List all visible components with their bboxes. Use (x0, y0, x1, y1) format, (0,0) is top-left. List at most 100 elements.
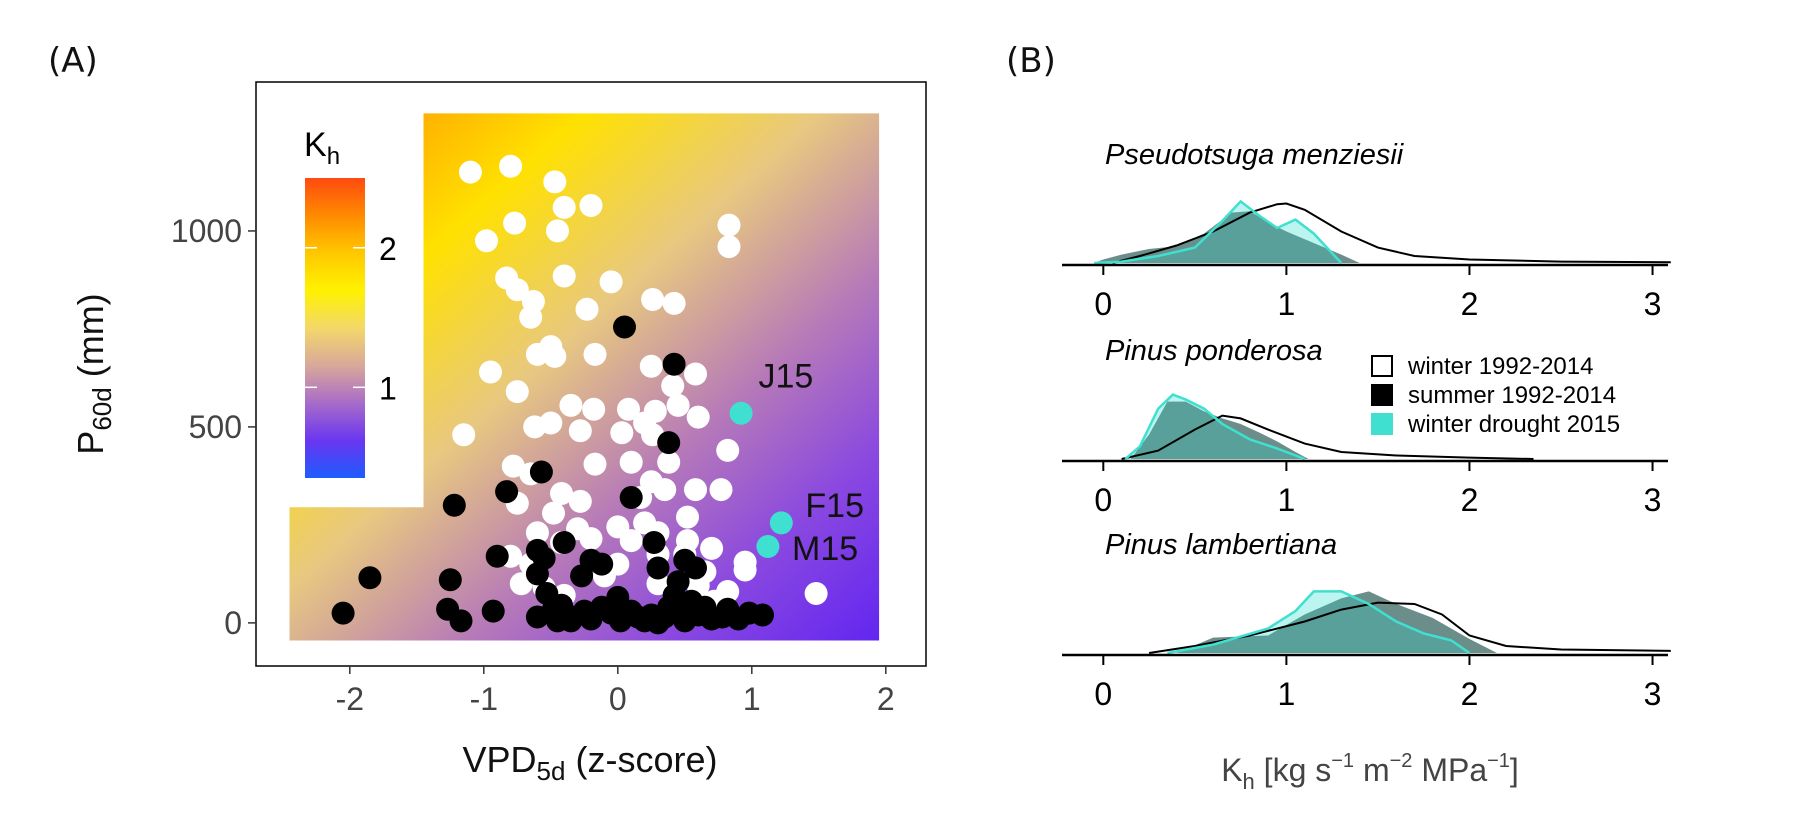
colorbar-title: Kh (304, 126, 340, 170)
x-tick-label: 1 (1277, 676, 1295, 712)
scatter-point (642, 531, 666, 554)
scatter-point (485, 544, 509, 568)
series-2 (729, 401, 793, 558)
scatter-point (452, 423, 476, 447)
scatter-point (662, 352, 686, 376)
scatter-point (479, 360, 502, 384)
x-tick-label: -2 (336, 681, 364, 717)
x-tick-label: 2 (1461, 676, 1479, 712)
scatter-point (442, 493, 466, 517)
colorbar-gradient (305, 178, 365, 478)
colorbar-tick-label: 2 (379, 231, 397, 267)
x-tick-label: 2 (1461, 286, 1479, 322)
scatter-point (568, 489, 592, 513)
panel-label-a: (A) (48, 41, 98, 81)
drought-density-fill (1094, 201, 1342, 263)
species-name: Pseudotsuga menziesii (1105, 139, 1405, 171)
y-tick-label: 500 (189, 409, 242, 445)
y-tick-label: 1000 (171, 213, 242, 249)
scatter-point (619, 486, 643, 509)
scatter-point (676, 505, 699, 529)
scatter-point (709, 478, 733, 502)
scatter-point (543, 344, 567, 368)
scatter-point (610, 421, 634, 445)
panel-label-b: (B) (1006, 41, 1056, 81)
scatter-point (657, 450, 681, 474)
scatter-point (686, 405, 710, 429)
scatter-point (684, 362, 707, 386)
scatter-point (503, 211, 527, 235)
scatter-point (617, 397, 640, 421)
scatter-point (579, 194, 603, 217)
colorbar-tick-label: 1 (379, 370, 397, 406)
scatter-point (700, 536, 724, 560)
scatter-point (546, 219, 569, 243)
scatter-point (769, 511, 793, 535)
scatter-point (519, 305, 543, 329)
scatter-point (458, 160, 482, 184)
scatter-point (662, 291, 686, 315)
y-axis-title: P60d (mm) (70, 293, 117, 454)
drought-density-line (1094, 199, 1343, 265)
x-tick-label: 1 (1277, 482, 1295, 518)
scatter-point (575, 297, 599, 321)
density-ridges-panel: Pseudotsuga menziesii 0 1 2 3 Pinus ponderosa… (1062, 139, 1671, 712)
species-ridge-2: Pinus lambertiana 0 1 2 3 (1062, 529, 1671, 712)
legend-label: winter 1992-2014 (1407, 353, 1593, 380)
scatter-point (501, 454, 525, 478)
scatter-point (716, 438, 740, 462)
winter-density-line (1112, 202, 1671, 264)
x-tick-label: 0 (1094, 286, 1112, 322)
scatter-point (583, 452, 607, 476)
x-tick-label: -1 (470, 681, 498, 717)
summer-density (1176, 591, 1497, 653)
legend-swatch (1371, 355, 1393, 377)
x-tick-label: 0 (1094, 676, 1112, 712)
x-axis: -2 -1 0 1 2 (336, 666, 895, 717)
scatter-point (499, 154, 523, 178)
scatter-point (590, 552, 614, 576)
drought-density-line (1124, 393, 1306, 461)
scatter-point (481, 599, 505, 623)
scatter-point (717, 213, 741, 237)
scatter-point (619, 450, 643, 474)
point-annotations: J15 F15 M15 (759, 358, 864, 568)
scatter-point (539, 411, 563, 435)
x-tick-label: 3 (1644, 676, 1662, 712)
winter-density-line (1121, 414, 1534, 460)
x-tick-label: 0 (609, 681, 627, 717)
scatter-point (751, 603, 774, 627)
scatter-point (542, 501, 565, 525)
scatter-point (495, 480, 519, 504)
scatter-point (552, 531, 576, 554)
scatter-point (666, 393, 690, 417)
x-tick-label: 3 (1644, 286, 1662, 322)
scatter-point (543, 170, 567, 194)
y-tick-label: 0 (224, 605, 242, 641)
legend-label: winter drought 2015 (1407, 411, 1620, 438)
scatter-point (619, 529, 643, 553)
species-name: Pinus lambertiana (1105, 529, 1337, 561)
scatter-point (661, 374, 685, 398)
scatter-point (717, 235, 741, 259)
scatter-point (525, 521, 549, 545)
drought-density-line (1167, 590, 1471, 655)
scatter-point (559, 393, 583, 417)
scatter-point (756, 535, 780, 558)
x-axis-title: VPD5d (z-score) (463, 739, 718, 786)
scatter-point (529, 460, 553, 484)
scatter-point (358, 566, 382, 590)
species-name: Pinus ponderosa (1105, 335, 1323, 367)
x-tick-label: 3 (1644, 482, 1662, 518)
colorbar-legend: Kh 1 2 (304, 126, 397, 478)
scatter-point (657, 595, 681, 619)
scatter-point (684, 478, 707, 502)
scatter-point (639, 354, 663, 378)
scatter-point (729, 401, 753, 425)
legend-swatch (1371, 413, 1393, 435)
y-axis: 0 500 1000 (171, 213, 256, 641)
scatter-point (568, 419, 592, 443)
scatter-point (550, 593, 573, 617)
x-tick-label: 1 (743, 681, 761, 717)
